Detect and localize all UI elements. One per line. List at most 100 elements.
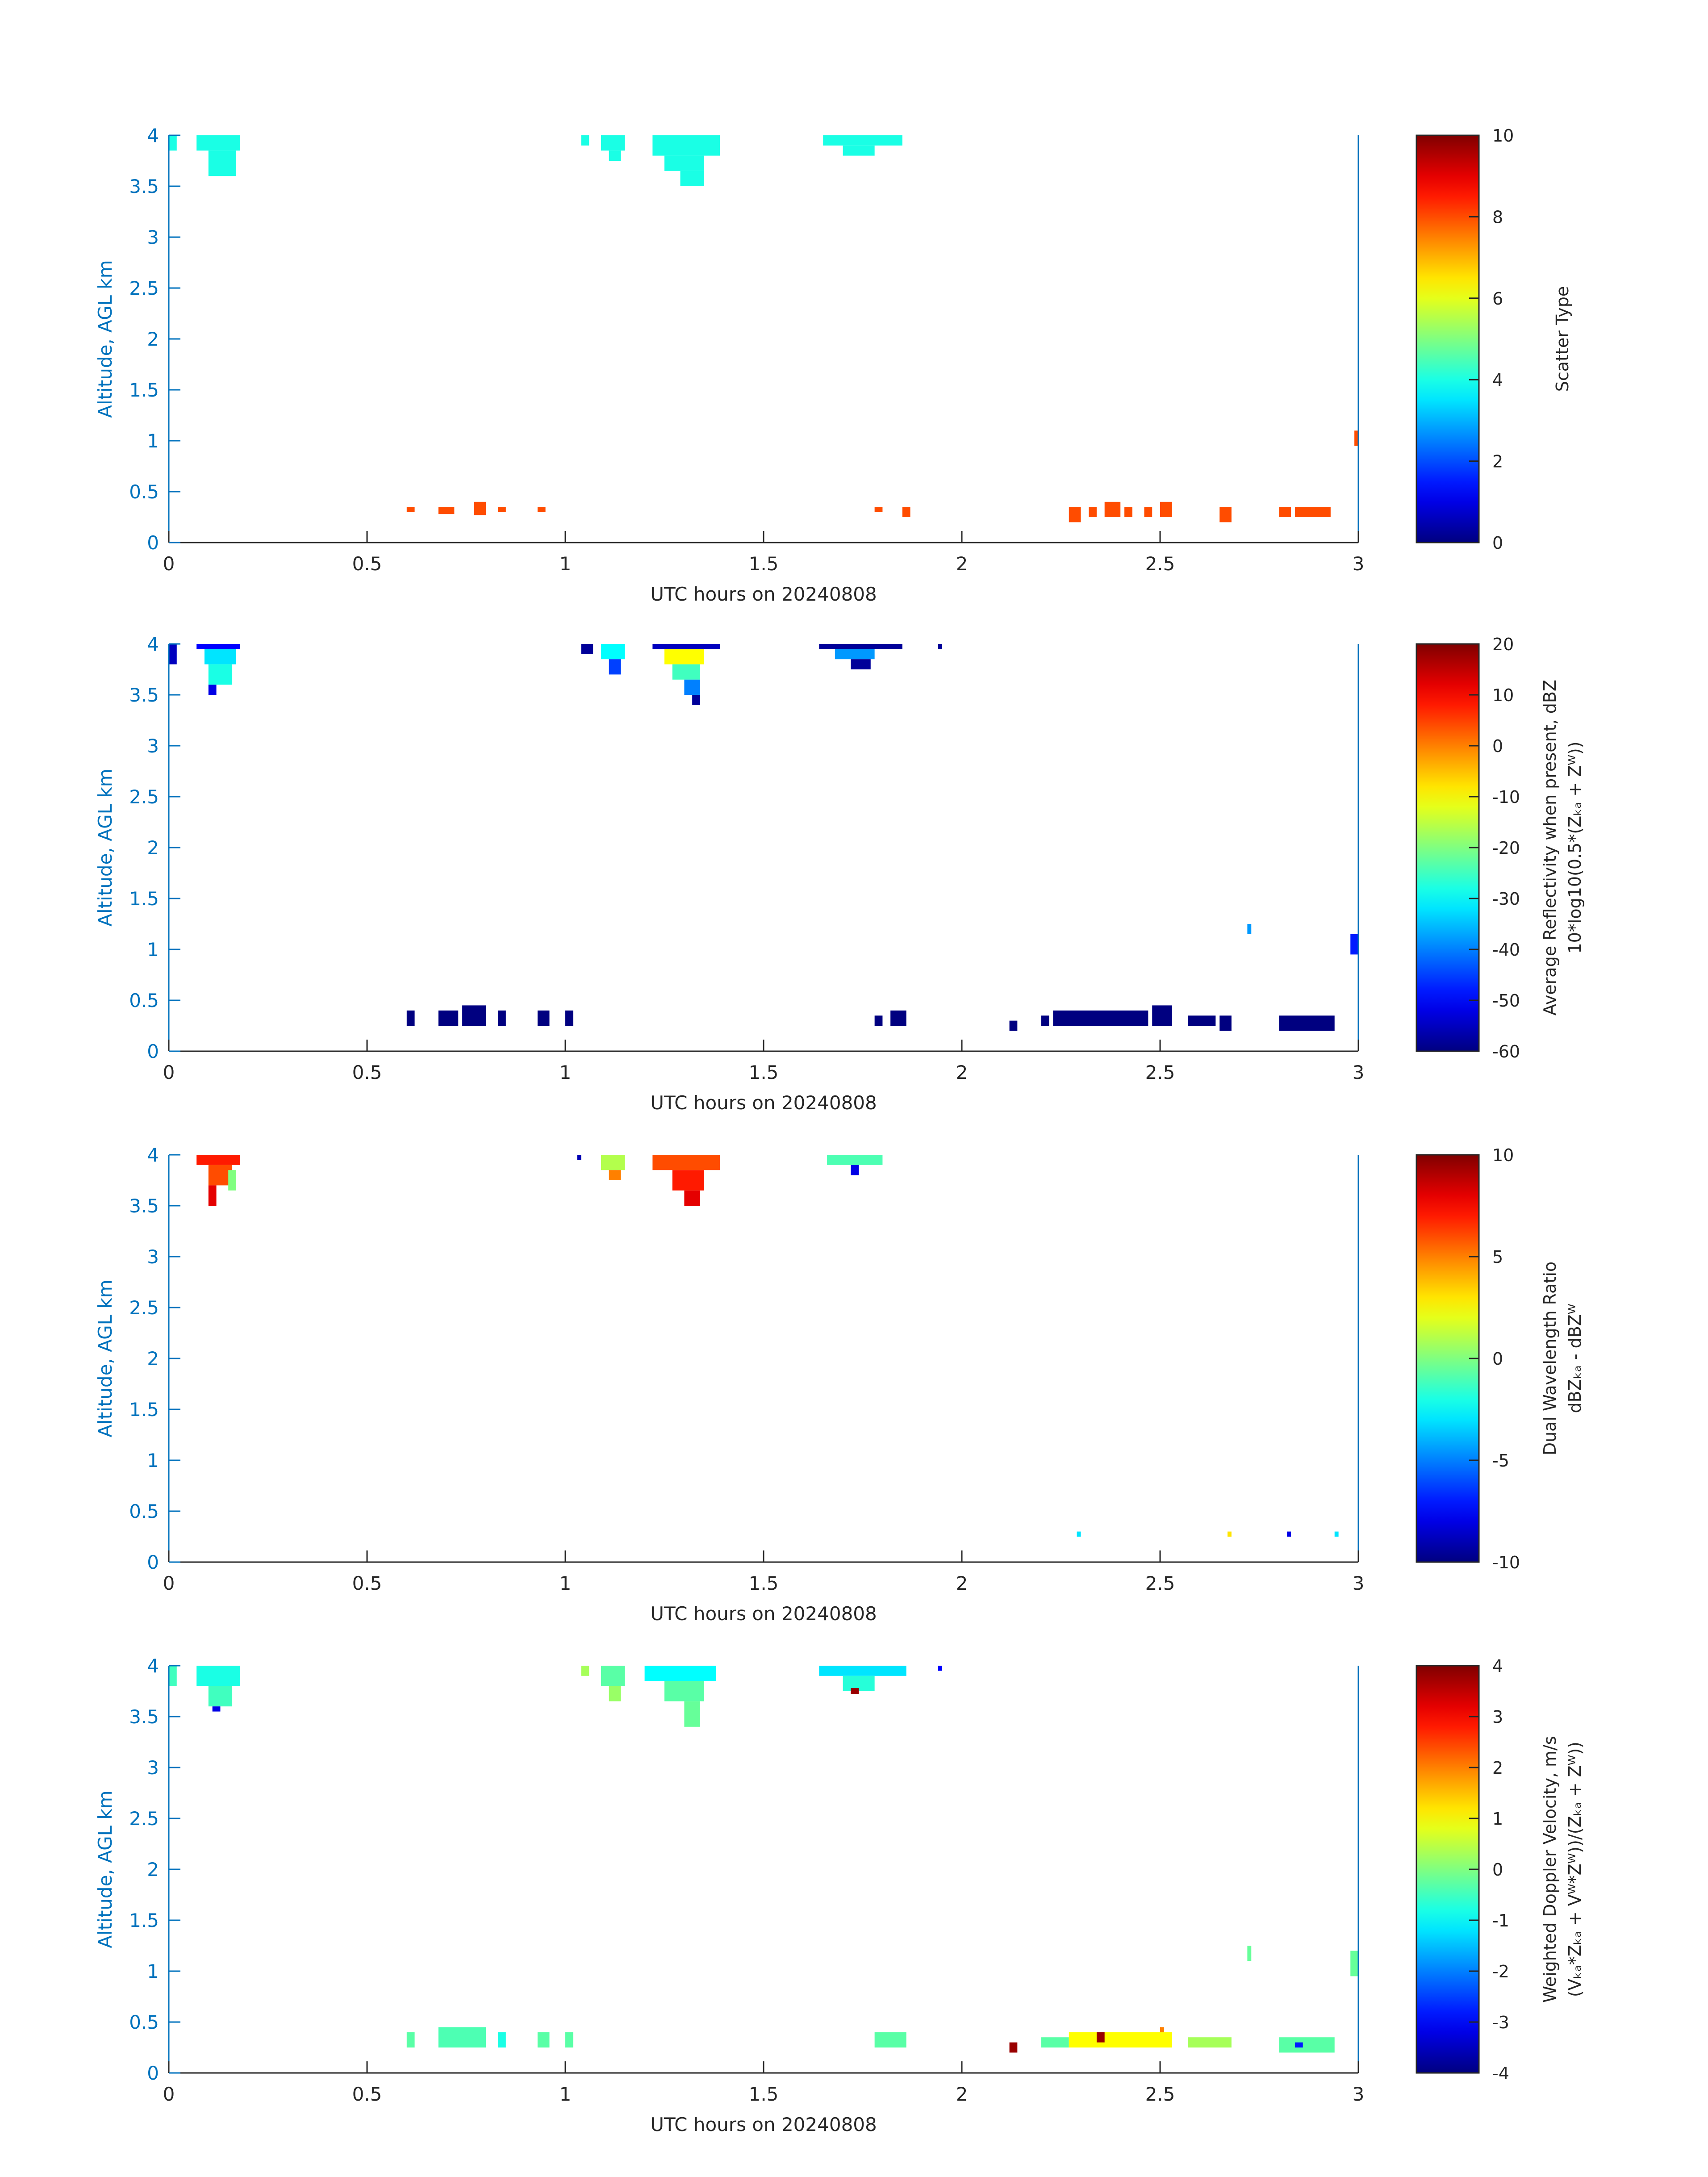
data-cell [680, 171, 704, 186]
y-tick-label: 1 [147, 1450, 159, 1471]
data-cell [601, 135, 625, 151]
data-cell [1279, 1015, 1335, 1031]
colorbar-tick-label: -60 [1492, 1042, 1520, 1061]
x-tick-label: 0 [163, 553, 175, 575]
data-cell [664, 1681, 704, 1701]
data-cell [565, 2032, 573, 2047]
data-cell [684, 679, 700, 695]
y-axis-label: Altitude, AGL km [94, 1790, 116, 1948]
colorbar-tick-label: -50 [1492, 991, 1520, 1011]
colorbar-label: (Vₖₐ*Zₖₐ + Vᵂ*Zᵂ))/(Zₖₐ + Zᵂ)) [1565, 1742, 1585, 1997]
colorbar-tick-label: 0 [1492, 1349, 1503, 1369]
data-cell [212, 1706, 221, 1712]
data-cell [874, 1015, 883, 1026]
data-cell [196, 1155, 240, 1165]
data-cell [819, 644, 902, 649]
data-cell [581, 135, 589, 146]
colorbar-tick-label: 4 [1492, 370, 1503, 390]
x-tick-label: 0 [163, 1061, 175, 1083]
data-cell [1009, 2042, 1018, 2053]
data-cell [498, 507, 506, 512]
data-cell [874, 507, 883, 512]
data-cell [652, 1155, 720, 1170]
data-cell [577, 1155, 581, 1160]
colorbar-tick-label: -10 [1492, 787, 1520, 807]
data-cell [851, 1165, 859, 1175]
panel-3: 0 0.5 1 1.5 2 2.5 3 0 0.5 1 1.5 2 2.5 3 3.5 4 UTC hours … [94, 1144, 1585, 1625]
y-tick-label: 4 [147, 125, 159, 146]
x-axis-label: UTC hours on 20240808 [650, 583, 877, 605]
colorbar-tick-label: 10 [1492, 685, 1514, 705]
data-cell [835, 649, 875, 660]
data-cell [438, 507, 455, 514]
y-tick-label: 1 [147, 939, 159, 961]
x-tick-label: 1 [560, 2083, 572, 2105]
y-tick-label: 3 [147, 735, 159, 757]
colorbar [1416, 135, 1479, 543]
colorbar-tick-label: 10 [1492, 1145, 1514, 1165]
colorbar-tick-label: -10 [1492, 1553, 1520, 1572]
data-cell [498, 2032, 506, 2047]
y-tick-label: 3 [147, 1246, 159, 1268]
data-cell [652, 644, 720, 649]
data-cell [196, 1666, 240, 1686]
colorbar-label: Average Reflectivity when present, dBZ [1540, 680, 1560, 1015]
data-cell [1041, 2037, 1069, 2047]
colorbar-tick-label: -1 [1492, 1911, 1509, 1930]
x-tick-label: 1 [560, 1061, 572, 1083]
colorbar-tick-label: 2 [1492, 1758, 1503, 1778]
data-cell [938, 644, 942, 649]
data-cell [169, 1666, 177, 1686]
y-tick-label: 1 [147, 430, 159, 452]
y-tick-label: 1.5 [129, 1399, 159, 1421]
data-cell [1009, 1020, 1018, 1031]
colorbar-tick-label: -4 [1492, 2064, 1509, 2083]
x-axis-label: UTC hours on 20240808 [650, 1092, 877, 1114]
x-tick-label: 2 [956, 2083, 968, 2105]
data-cell [537, 1010, 550, 1026]
data-cell [684, 1701, 700, 1727]
data-cells [169, 1666, 1358, 2053]
data-cell [1188, 2037, 1232, 2047]
data-cell [581, 1666, 589, 1676]
data-cell [1124, 507, 1132, 517]
x-tick-label: 0 [163, 2083, 175, 2105]
y-tick-label: 2.5 [129, 1808, 159, 1830]
data-cell [874, 2032, 906, 2047]
data-cell [843, 145, 875, 156]
x-tick-label: 0.5 [352, 2083, 382, 2105]
panels: 0 0.5 1 1.5 2 2.5 3 0 0.5 1 1.5 2 2.5 3 3.5 4 UTC hours … [94, 125, 1585, 2135]
data-cell [1096, 2032, 1105, 2043]
colorbar [1416, 1155, 1479, 1562]
data-cell [1287, 1531, 1291, 1537]
panel-2: 0 0.5 1 1.5 2 2.5 3 0 0.5 1 1.5 2 2.5 3 3.5 4 UTC hours … [94, 633, 1585, 1114]
x-tick-label: 0 [163, 1572, 175, 1594]
x-tick-label: 2.5 [1145, 2083, 1175, 2105]
y-tick-label: 0 [147, 1040, 159, 1062]
x-axis-label: UTC hours on 20240808 [650, 1603, 877, 1625]
colorbar-tick-label: 20 [1492, 635, 1514, 654]
colorbar-tick-label: -2 [1492, 1962, 1509, 1981]
data-cell [609, 1170, 621, 1180]
y-axis-label: Altitude, AGL km [94, 1279, 116, 1437]
y-tick-label: 0 [147, 1551, 159, 1573]
data-cell [819, 1666, 906, 1676]
data-cell [902, 507, 910, 517]
colorbar-label: 10*log10(0.5*(Zₖₐ + Zᵂ)) [1565, 741, 1585, 953]
data-cell [1160, 2027, 1164, 2032]
x-tick-label: 1.5 [749, 1061, 779, 1083]
data-cell [1089, 507, 1097, 517]
colorbar-tick-label: -5 [1492, 1451, 1509, 1471]
data-cell [1279, 2037, 1335, 2053]
y-tick-label: 3.5 [129, 1706, 159, 1728]
data-cell [1152, 1005, 1172, 1026]
y-axis-label: Altitude, AGL km [94, 769, 116, 926]
data-cell [672, 664, 700, 680]
data-cell [1247, 1946, 1252, 1961]
data-cells [169, 135, 1358, 522]
data-cell [581, 644, 593, 654]
colorbar-label: dBZₖₐ - dBZᵂ [1565, 1304, 1585, 1413]
data-cell [1077, 1531, 1081, 1537]
x-tick-label: 1.5 [749, 1572, 779, 1594]
y-tick-label: 2.5 [129, 786, 159, 808]
